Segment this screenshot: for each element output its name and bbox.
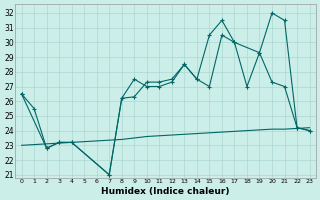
- X-axis label: Humidex (Indice chaleur): Humidex (Indice chaleur): [101, 187, 230, 196]
